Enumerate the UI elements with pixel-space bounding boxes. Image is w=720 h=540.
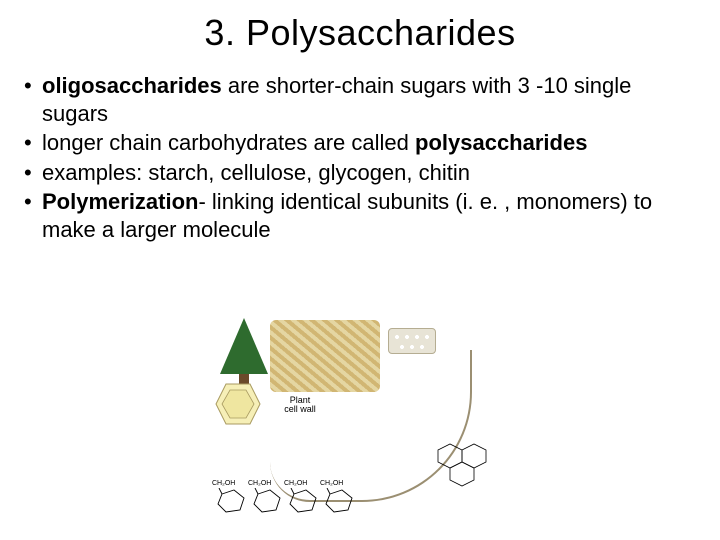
cell-hex-icon [214, 382, 262, 426]
chem-label: CH₂OH [320, 480, 343, 487]
bullet-pre: longer chain carbohydrates are called [42, 130, 415, 155]
bullet-item: longer chain carbohydrates are called po… [24, 129, 700, 157]
glucose-chain: CH₂OH CH₂OH CH₂OH CH₂OH [216, 488, 354, 514]
bullet-list: oligosaccharides are shorter-chain sugar… [24, 72, 700, 243]
glucose-unit-icon: CH₂OH [324, 488, 354, 514]
slide: 3. Polysaccharides oligosaccharides are … [0, 0, 720, 540]
monomer-cluster-icon [428, 430, 506, 500]
chem-label: CH₂OH [212, 480, 235, 487]
tree-icon [220, 318, 268, 374]
figure-caption: Plant cell wall [276, 396, 324, 415]
bullet-item: oligosaccharides are shorter-chain sugar… [24, 72, 700, 127]
glucose-unit-icon: CH₂OH [288, 488, 318, 514]
bullet-bold: polysaccharides [415, 130, 587, 155]
glucose-unit-icon: CH₂OH [252, 488, 282, 514]
bullet-item: examples: starch, cellulose, glycogen, c… [24, 159, 700, 187]
chem-label: CH₂OH [284, 480, 307, 487]
glucose-unit-icon: CH₂OH [216, 488, 246, 514]
caption-line2: cell wall [284, 404, 316, 414]
slide-title: 3. Polysaccharides [20, 12, 700, 54]
bullet-pre: examples: starch, cellulose, glycogen, c… [42, 160, 470, 185]
figure-polysaccharide: Plant cell wall CH₂OH CH₂OH [210, 310, 510, 520]
chem-label: CH₂OH [248, 480, 271, 487]
bullet-bold: Polymerization [42, 189, 198, 214]
bullet-bold: oligosaccharides [42, 73, 222, 98]
bullet-item: Polymerization- linking identical subuni… [24, 188, 700, 243]
